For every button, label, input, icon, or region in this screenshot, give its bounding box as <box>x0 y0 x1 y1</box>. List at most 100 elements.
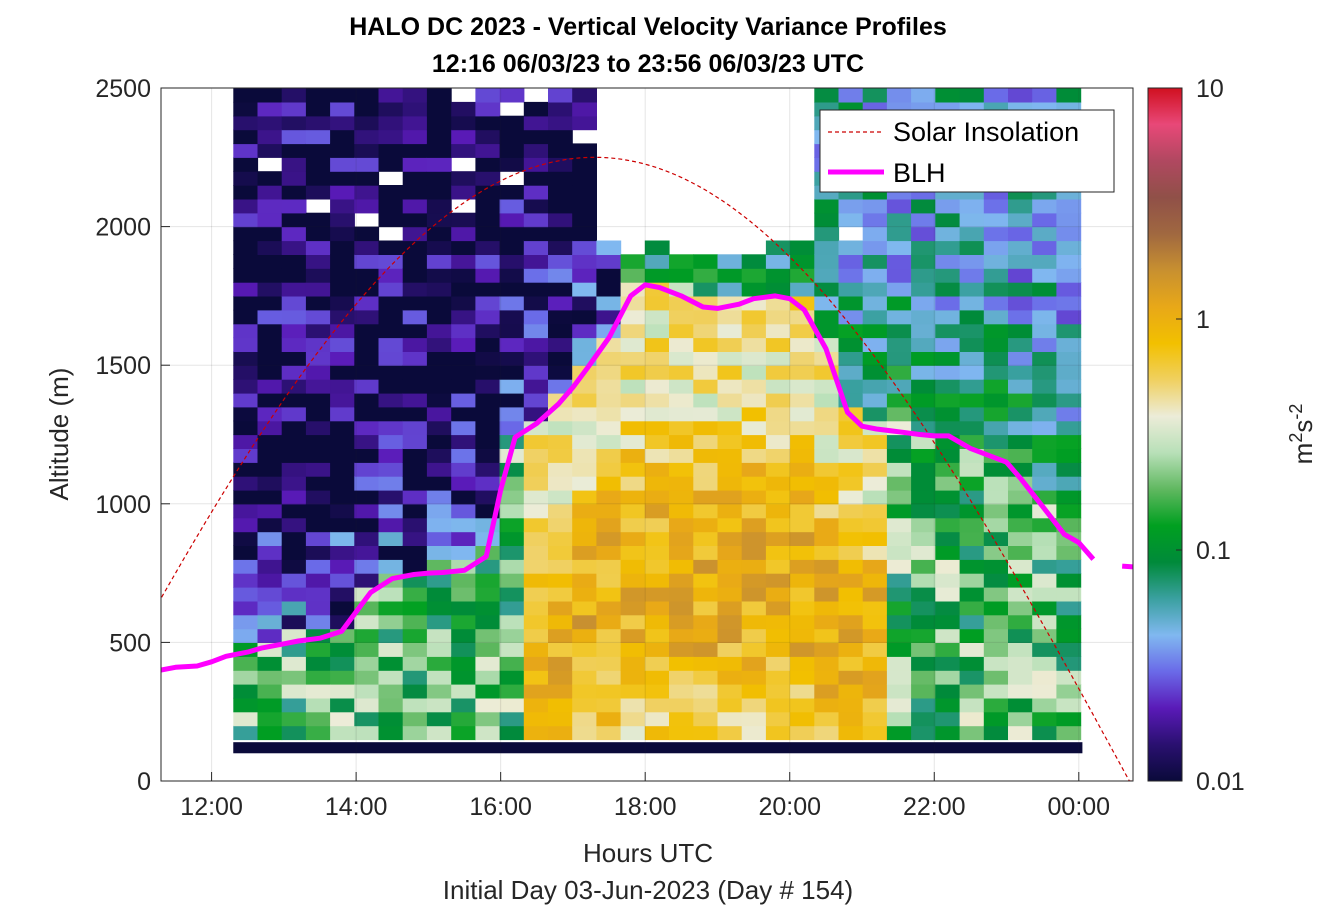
heatmap-cell <box>378 88 404 103</box>
heatmap-cell <box>354 448 380 463</box>
heatmap-cell <box>814 573 840 588</box>
heatmap-cell <box>838 212 864 228</box>
heatmap-cell <box>475 282 501 297</box>
heatmap-cell <box>862 517 888 533</box>
heatmap-cell <box>644 420 670 436</box>
heatmap-cell <box>814 489 840 505</box>
heatmap-cell <box>475 115 501 131</box>
heatmap-cell <box>475 240 501 255</box>
heatmap-cell <box>1056 614 1082 630</box>
heatmap-cell <box>644 559 670 574</box>
heatmap-cell <box>475 462 501 477</box>
heatmap-cell <box>451 351 476 366</box>
heatmap-cell <box>814 517 840 533</box>
heatmap-cell <box>523 614 549 630</box>
heatmap-cell <box>1056 476 1082 491</box>
heatmap-cell <box>620 379 646 394</box>
heatmap-cell <box>378 476 404 491</box>
heatmap-cell <box>911 88 936 103</box>
heatmap-cell <box>305 517 331 533</box>
heatmap-cell <box>402 88 428 103</box>
heatmap-cell <box>572 185 597 200</box>
heatmap-cell <box>257 448 283 463</box>
heatmap-cell <box>693 420 719 436</box>
heatmap-cell <box>911 725 936 741</box>
heatmap-cell <box>378 157 404 172</box>
heatmap-cell <box>1032 545 1057 560</box>
heatmap-cell <box>717 628 743 643</box>
heatmap-cell <box>790 323 815 339</box>
heatmap-cell <box>911 240 936 255</box>
heatmap-cell <box>741 628 767 643</box>
heatmap-cell <box>281 600 307 616</box>
heatmap-cell <box>281 198 307 214</box>
heatmap-cell <box>233 101 259 117</box>
heatmap-cell <box>596 365 622 380</box>
x-axis-sublabel: Initial Day 03-Jun-2023 (Day # 154) <box>443 875 853 905</box>
colorbar-gradient <box>1147 87 1183 782</box>
heatmap-cell <box>426 88 452 103</box>
heatmap-cell <box>257 628 283 643</box>
heatmap-cell <box>354 101 380 117</box>
heatmap-cell <box>402 365 428 380</box>
heatmap-cell <box>305 642 331 657</box>
heatmap-cell <box>378 115 404 131</box>
heatmap-cell <box>669 656 694 671</box>
heatmap-cell <box>1056 351 1082 366</box>
heatmap-cell <box>983 545 1009 560</box>
heatmap-cell <box>451 115 476 131</box>
heatmap-cell <box>233 476 259 491</box>
heatmap-cell <box>935 268 961 283</box>
heatmap-cell <box>475 697 501 713</box>
heatmap-cell <box>790 337 815 352</box>
heatmap-cell <box>572 711 597 727</box>
heatmap-cell <box>330 725 355 741</box>
heatmap-cell <box>354 157 380 172</box>
heatmap-cell <box>959 212 985 228</box>
heatmap-cell <box>693 309 719 325</box>
heatmap-cell <box>693 323 719 339</box>
heatmap-cell <box>281 656 307 671</box>
heatmap-cell <box>426 337 452 352</box>
heatmap-cell <box>281 101 307 117</box>
heatmap-cell <box>451 171 476 186</box>
heatmap-cell <box>862 614 888 630</box>
heatmap-cell <box>959 337 985 352</box>
heatmap-cell <box>765 268 791 283</box>
heatmap-cell <box>523 323 549 339</box>
chart-subtitle: 12:16 06/03/23 to 23:56 06/03/23 UTC <box>432 50 864 78</box>
heatmap-cell <box>911 448 936 463</box>
heatmap-cell <box>305 587 331 602</box>
heatmap-cell <box>548 587 573 602</box>
heatmap-cell <box>330 697 355 713</box>
heatmap-cell <box>281 697 307 713</box>
heatmap-cell <box>765 711 791 727</box>
heatmap-cell <box>741 600 767 616</box>
heatmap-cell <box>1008 628 1033 643</box>
heatmap-cell <box>475 684 501 699</box>
heatmap-cell <box>596 351 622 366</box>
heatmap-cell <box>814 614 840 630</box>
heatmap-cell <box>257 434 283 449</box>
heatmap-cell <box>935 476 961 491</box>
heatmap-cell <box>765 448 791 463</box>
heatmap-cell <box>1056 559 1082 574</box>
heatmap-cell <box>305 185 331 200</box>
heatmap-cell <box>620 614 646 630</box>
heatmap-cell <box>330 545 355 560</box>
heatmap-cell <box>257 573 283 588</box>
heatmap-cell <box>669 587 694 602</box>
heatmap-cell <box>983 392 1009 408</box>
heatmap-cell <box>1008 684 1033 699</box>
heatmap-cell <box>426 628 452 643</box>
heatmap-cell <box>935 711 961 727</box>
heatmap-cell <box>572 88 597 103</box>
heatmap-cell <box>669 420 694 436</box>
heatmap-cell <box>523 545 549 560</box>
heatmap-cell <box>548 614 573 630</box>
heatmap-cell <box>426 379 452 394</box>
heatmap-cell <box>354 88 380 103</box>
heatmap-cell <box>354 462 380 477</box>
heatmap-cell <box>693 545 719 560</box>
heatmap-cell <box>330 309 355 325</box>
